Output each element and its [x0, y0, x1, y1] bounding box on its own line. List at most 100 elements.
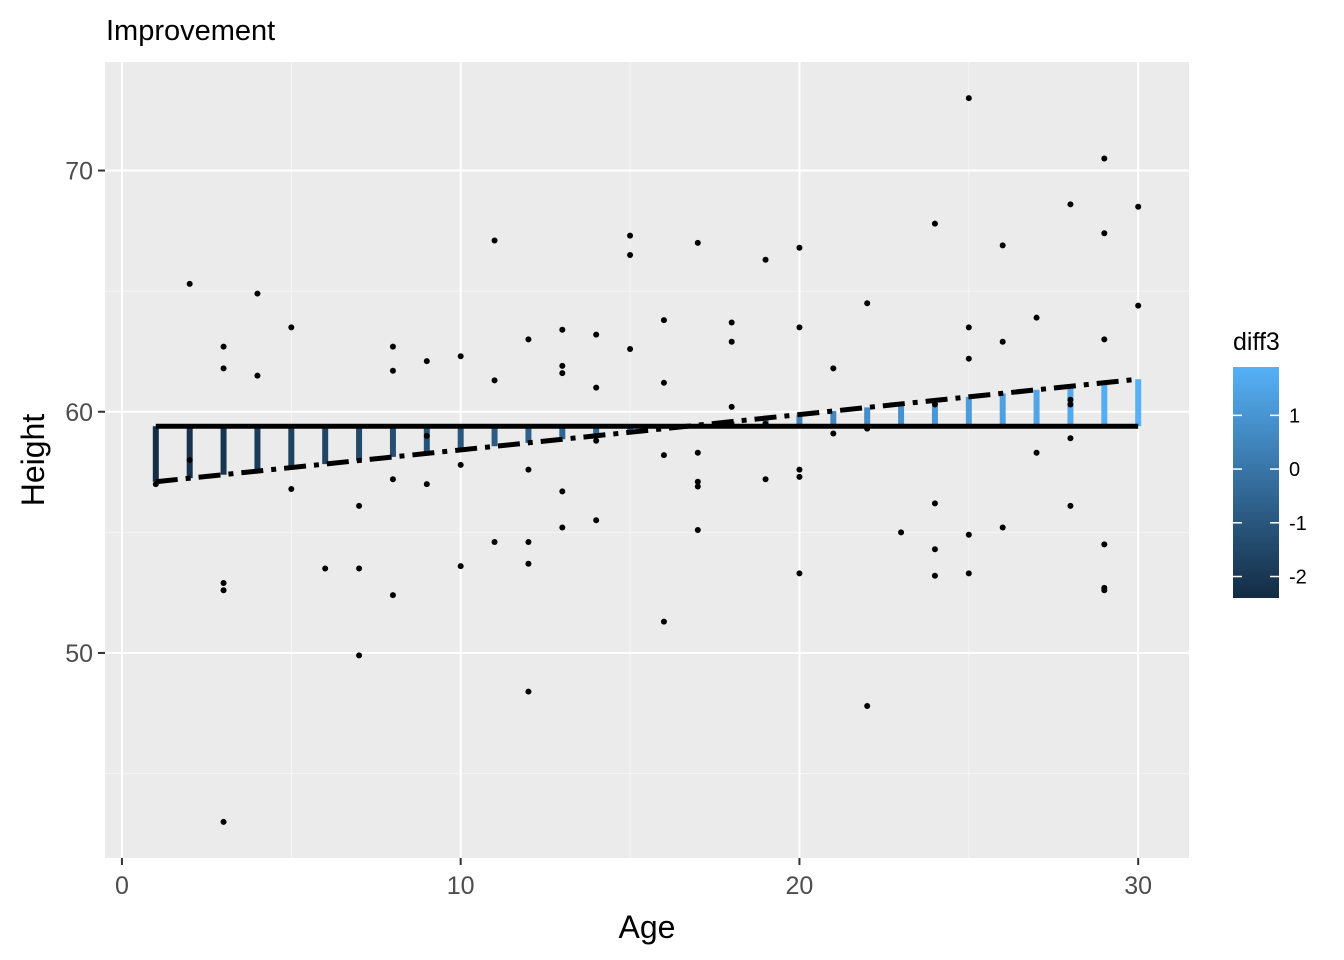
- data-point: [1033, 314, 1040, 321]
- data-point: [627, 251, 634, 258]
- data-point: [559, 488, 566, 495]
- data-point: [999, 242, 1006, 249]
- data-point: [288, 324, 295, 331]
- data-point: [864, 425, 871, 432]
- data-point: [389, 476, 396, 483]
- data-point: [796, 466, 803, 473]
- fit-line: [155, 376, 1139, 485]
- data-point: [525, 688, 532, 695]
- reference-lines: [155, 376, 1139, 485]
- data-point: [559, 362, 566, 369]
- data-point: [999, 524, 1006, 531]
- data-points: [152, 95, 1142, 825]
- data-point: [1067, 201, 1074, 208]
- legend-tick-label: 1: [1289, 405, 1300, 427]
- legend-tick-label: -2: [1289, 567, 1307, 589]
- data-point: [559, 326, 566, 333]
- data-point: [830, 365, 837, 372]
- data-point: [356, 565, 363, 572]
- data-point: [1067, 502, 1074, 509]
- data-point: [694, 526, 701, 533]
- difference-segments: [152, 379, 1142, 482]
- data-point: [1101, 230, 1108, 237]
- legend-ticks: 1 0 -1 -2: [1233, 405, 1307, 589]
- data-point: [694, 239, 701, 246]
- data-point: [254, 290, 261, 297]
- data-point: [389, 367, 396, 374]
- data-point: [525, 336, 532, 343]
- x-tick-label: 20: [786, 872, 814, 900]
- data-point: [457, 461, 464, 468]
- data-point: [796, 570, 803, 577]
- data-point: [186, 457, 193, 463]
- data-point: [525, 560, 532, 567]
- data-point: [593, 384, 600, 391]
- data-point: [762, 420, 769, 427]
- data-point: [220, 365, 227, 372]
- y-axis-title: Height: [15, 414, 51, 507]
- data-point: [728, 319, 735, 326]
- data-point: [762, 476, 769, 483]
- plot-panel: [105, 62, 1189, 858]
- data-point: [220, 343, 227, 350]
- data-point: [694, 483, 701, 490]
- data-point: [491, 237, 498, 244]
- y-tick-label: 60: [65, 399, 93, 427]
- data-point: [1101, 587, 1108, 594]
- data-point: [254, 372, 261, 379]
- y-tick-label: 70: [65, 158, 93, 186]
- x-axis: 0 10 20 30: [115, 858, 1152, 900]
- data-point: [1101, 541, 1108, 548]
- data-point: [423, 358, 430, 365]
- data-point: [796, 324, 803, 331]
- data-point: [491, 377, 498, 384]
- data-point: [627, 232, 634, 239]
- data-point: [660, 379, 667, 386]
- data-point: [965, 95, 972, 102]
- data-point: [796, 473, 803, 480]
- data-point: [694, 478, 701, 485]
- data-point: [830, 430, 837, 437]
- x-tick-label: 30: [1124, 872, 1152, 900]
- y-tick-label: 50: [65, 640, 93, 668]
- data-point: [796, 244, 803, 251]
- legend-title: diff3: [1233, 328, 1280, 356]
- data-point: [220, 818, 227, 825]
- data-point: [728, 403, 735, 410]
- data-point: [1135, 203, 1142, 210]
- data-point: [1101, 155, 1108, 162]
- data-point: [220, 587, 227, 594]
- data-point: [965, 531, 972, 538]
- data-point: [389, 343, 396, 350]
- data-point: [356, 652, 363, 659]
- data-point: [152, 481, 159, 488]
- x-axis-title: Age: [619, 909, 676, 945]
- data-point: [728, 338, 735, 345]
- data-point: [1135, 302, 1142, 309]
- data-point: [660, 618, 667, 625]
- data-point: [525, 466, 532, 473]
- data-point: [593, 517, 600, 524]
- data-point: [559, 370, 566, 377]
- data-point: [627, 346, 634, 353]
- data-point: [931, 220, 938, 227]
- data-point: [1101, 336, 1108, 343]
- data-point: [694, 449, 701, 456]
- legend-tick-label: 0: [1289, 459, 1300, 481]
- data-point: [186, 280, 193, 287]
- data-point: [457, 353, 464, 360]
- data-point: [931, 546, 938, 553]
- data-point: [356, 502, 363, 509]
- legend-colorbar: [1233, 367, 1279, 598]
- data-point: [593, 437, 600, 444]
- y-axis: 50 60 70: [65, 158, 105, 668]
- legend-tick-label: -1: [1289, 513, 1307, 535]
- data-point: [965, 570, 972, 577]
- data-point: [898, 529, 905, 536]
- data-point: [864, 300, 871, 307]
- data-point: [1033, 449, 1040, 456]
- data-point: [931, 401, 938, 408]
- data-point: [999, 338, 1006, 345]
- data-point: [1067, 396, 1074, 403]
